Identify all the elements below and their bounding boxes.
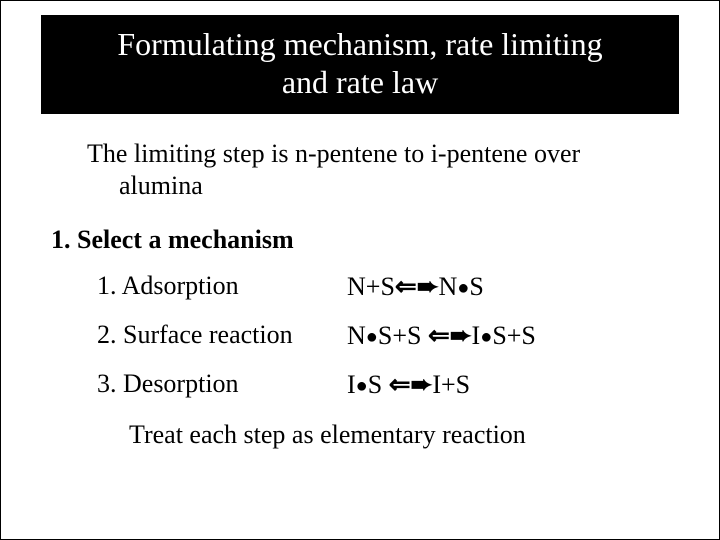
step-row: 2. Surface reaction N●S+S ⇐➨I●S+S	[97, 322, 719, 349]
step-label: 2. Surface reaction	[97, 322, 347, 349]
footer-text: Treat each step as elementary reaction	[129, 420, 719, 450]
step-row: 1. Adsorption N+S⇐➨N●S	[97, 273, 719, 300]
slide-title: Formulating mechanism, rate limiting and…	[41, 15, 679, 114]
step-equation: N●S+S ⇐➨I●S+S	[347, 322, 719, 349]
step-equation: N+S⇐➨N●S	[347, 273, 719, 300]
mechanism-steps: 1. Adsorption N+S⇐➨N●S 2. Surface reacti…	[97, 273, 719, 398]
step-label: 3. Desorption	[97, 371, 347, 398]
section-heading: 1. Select a mechanism	[51, 225, 719, 255]
step-label: 1. Adsorption	[97, 273, 347, 300]
title-line-1: Formulating mechanism, rate limiting	[117, 26, 602, 62]
title-line-2: and rate law	[282, 64, 438, 100]
step-equation: I●S ⇐➨I+S	[347, 371, 719, 398]
intro-text: The limiting step is n-pentene to i-pent…	[51, 138, 669, 203]
step-row: 3. Desorption I●S ⇐➨I+S	[97, 371, 719, 398]
